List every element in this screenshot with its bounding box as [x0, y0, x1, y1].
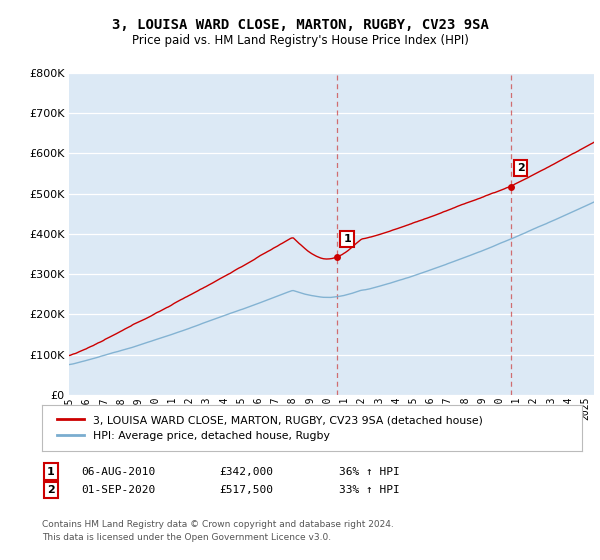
Text: 36% ↑ HPI: 36% ↑ HPI	[339, 466, 400, 477]
Text: 3, LOUISA WARD CLOSE, MARTON, RUGBY, CV23 9SA: 3, LOUISA WARD CLOSE, MARTON, RUGBY, CV2…	[112, 18, 488, 32]
Text: 1: 1	[47, 466, 55, 477]
Text: £517,500: £517,500	[219, 485, 273, 495]
Text: Contains HM Land Registry data © Crown copyright and database right 2024.
This d: Contains HM Land Registry data © Crown c…	[42, 520, 394, 542]
Legend: 3, LOUISA WARD CLOSE, MARTON, RUGBY, CV23 9SA (detached house), HPI: Average pri: 3, LOUISA WARD CLOSE, MARTON, RUGBY, CV2…	[53, 410, 487, 445]
Text: 06-AUG-2010: 06-AUG-2010	[81, 466, 155, 477]
Text: 01-SEP-2020: 01-SEP-2020	[81, 485, 155, 495]
Text: 2: 2	[517, 163, 524, 173]
Text: 1: 1	[343, 234, 351, 244]
Text: Price paid vs. HM Land Registry's House Price Index (HPI): Price paid vs. HM Land Registry's House …	[131, 34, 469, 47]
Text: £342,000: £342,000	[219, 466, 273, 477]
Text: 2: 2	[47, 485, 55, 495]
Text: 33% ↑ HPI: 33% ↑ HPI	[339, 485, 400, 495]
